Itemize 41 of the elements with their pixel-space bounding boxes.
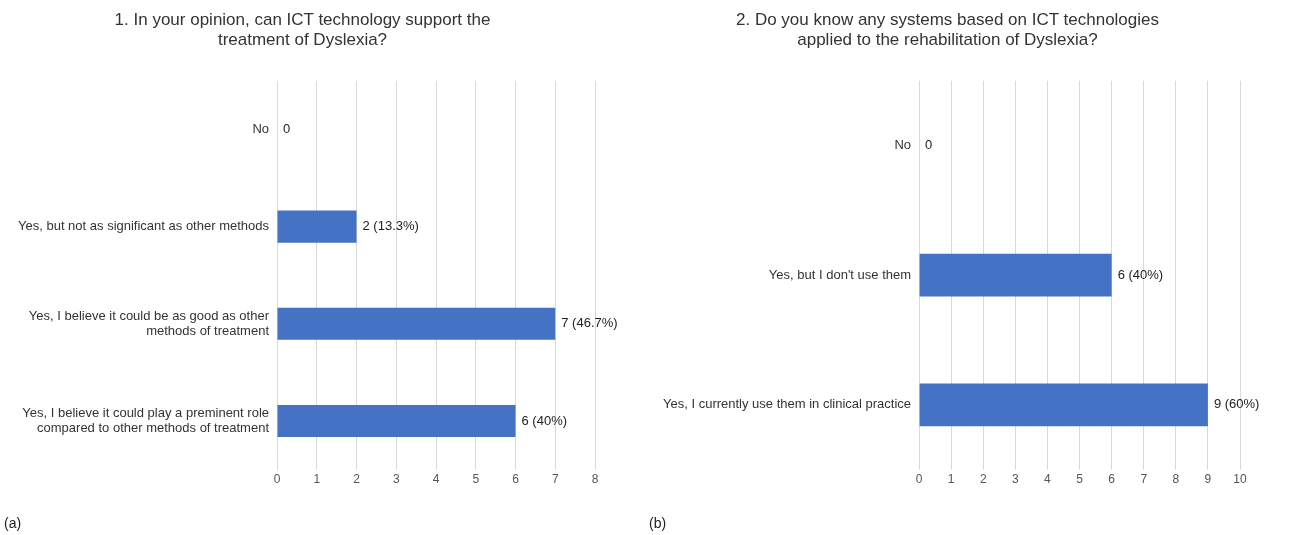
x-tick-label: 0 [273, 472, 281, 487]
x-tick-label: 5 [1076, 472, 1084, 487]
x-tick-label: 7 [551, 472, 559, 487]
bar [277, 210, 357, 243]
y-tick-label: Yes, but I don't use them [768, 266, 912, 282]
x-tick-label: 5 [472, 472, 480, 487]
y-tick-label: Yes, I currently use them in clinical practice [662, 396, 912, 412]
bar [277, 307, 556, 340]
bar [277, 404, 516, 438]
x-tick-label: 6 [1108, 472, 1116, 487]
x-tick-label: 1 [947, 472, 955, 487]
data-label: 2 (13.3%) [362, 218, 419, 234]
x-tick-label: 0 [915, 472, 923, 487]
data-label: 6 (40%) [1117, 266, 1164, 282]
x-tick-label: 6 [512, 472, 520, 487]
text: (b) [649, 515, 667, 531]
y-tick-label: No [894, 137, 912, 153]
y-tick-label: Yes, I believe it could play a preminent role compared to other methods of treatment [22, 404, 270, 436]
x-tick-label: 9 [1204, 472, 1212, 487]
x-tick-label: 10 [1233, 472, 1247, 487]
y-tick-label: No [252, 120, 270, 136]
x-tick-label: 7 [1140, 472, 1148, 487]
x-tick-label: 4 [1044, 472, 1052, 487]
data-label: 7 (46.7%) [561, 315, 618, 331]
chart-title: 2. Do you know any systems based on ICT technologies applied to the rehabilitation of Dyslexia? [735, 9, 1160, 50]
x-tick-label: 2 [979, 472, 987, 487]
x-tick-label: 2 [353, 472, 361, 487]
data-label: 0 [283, 120, 291, 136]
x-tick-label: 3 [1012, 472, 1020, 487]
data-label: 6 (40%) [521, 412, 568, 428]
x-tick-label: 3 [392, 472, 400, 487]
y-tick-label: Yes, I believe it could be as good as other methods of treatment [28, 307, 270, 339]
x-tick-label: 1 [313, 472, 321, 487]
x-tick-label: 8 [591, 472, 599, 487]
text: (a) [4, 515, 22, 531]
chart-title: 1. In your opinion, can ICT technology support the treatment of Dyslexia? [114, 9, 491, 50]
x-tick-label: 4 [432, 472, 440, 487]
data-label: 0 [925, 137, 933, 153]
y-tick-label: Yes, but not as significant as other methods [17, 218, 270, 234]
data-label: 9 (60%) [1213, 396, 1260, 412]
x-tick-label: 8 [1172, 472, 1180, 487]
